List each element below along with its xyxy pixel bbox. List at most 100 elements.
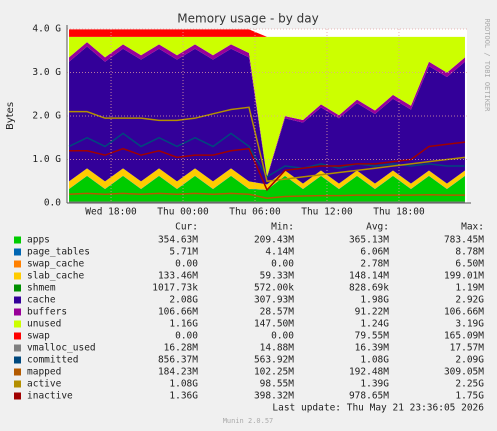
area (69, 42, 465, 178)
legend-stat: 59.33M (260, 271, 295, 282)
legend-stat: 192.48M (349, 367, 389, 378)
stat-header: Avg: (366, 222, 389, 233)
x-tick-label: Thu 00:00 (157, 207, 209, 218)
y-tick-label: 1.0 G (32, 154, 61, 165)
legend-swatch (14, 296, 21, 304)
x-tick-label: Thu 18:00 (373, 207, 425, 218)
area (69, 46, 465, 185)
legend-label: swap_cache (27, 259, 84, 270)
legend-stat: 2.09G (455, 355, 484, 366)
legend-label: shmem (27, 283, 56, 294)
y-tick-label: 4.0 G (32, 24, 61, 35)
legend-label: buffers (27, 307, 67, 318)
legend-stat: 165.09M (444, 331, 484, 342)
legend-stat: 0.00 (271, 331, 294, 342)
legend-label: cache (27, 295, 56, 306)
y-tick-label: 2.0 G (32, 111, 61, 122)
legend-stat: 209.43M (254, 235, 294, 246)
side-label: RRDTOOL / TOBI OETIKER (483, 19, 491, 113)
legend-swatch (14, 260, 21, 268)
legend-stat: 8.78M (455, 247, 484, 258)
x-tick-label: Thu 06:00 (229, 207, 281, 218)
last-update: Last update: Thu May 21 23:36:05 2026 (272, 403, 484, 414)
legend-label: page_tables (27, 247, 90, 258)
legend-stat: 309.05M (444, 367, 484, 378)
legend-label: unused (27, 319, 61, 330)
legend-label: apps (27, 235, 50, 246)
legend-stat: 398.32M (254, 391, 294, 402)
legend-stat: 199.01M (444, 271, 484, 282)
y-tick-label: 3.0 G (32, 67, 61, 78)
legend-stat: 2.25G (455, 379, 484, 390)
legend-stat: 102.25M (254, 367, 294, 378)
stat-header: Min: (271, 222, 294, 233)
y-axis-label: Bytes (5, 102, 16, 130)
legend-stat: 147.50M (254, 319, 294, 330)
legend-stat: 6.06M (360, 247, 389, 258)
legend-stat: 148.14M (349, 271, 389, 282)
legend-label: vmalloc_used (27, 343, 96, 354)
legend-swatch (14, 284, 21, 292)
y-tick-label: 0.0 (44, 198, 61, 209)
legend-stat: 2.78M (360, 259, 389, 270)
legend-stat: 184.23M (158, 367, 198, 378)
x-tick-label: Wed 18:00 (85, 207, 137, 218)
x-tick-label: Thu 12:00 (301, 207, 353, 218)
legend-label: swap (27, 331, 50, 342)
line (69, 141, 466, 192)
legend-label: slab_cache (27, 271, 84, 282)
legend-swatch (14, 344, 21, 352)
chart-title: Memory usage - by day (177, 12, 318, 26)
footer: Munin 2.0.57 (223, 417, 274, 425)
legend-stat: 1.19M (455, 283, 484, 294)
legend-stat: 783.45M (444, 235, 484, 246)
legend-stat: 28.57M (260, 307, 295, 318)
area (69, 36, 465, 177)
legend-swatch (14, 272, 21, 280)
legend-stat: 1.24G (360, 319, 389, 330)
line (69, 106, 466, 183)
legend-swatch (14, 236, 21, 244)
legend-stat: 4.14M (265, 247, 294, 258)
legend-stat: 2.08G (169, 295, 198, 306)
legend-swatch (14, 320, 21, 328)
stat-header: Max: (461, 222, 484, 233)
legend-stat: 17.57M (450, 343, 485, 354)
legend-stat: 1017.73k (152, 283, 198, 294)
area (69, 176, 465, 203)
legend-stat: 0.00 (175, 259, 198, 270)
legend-stat: 563.92M (254, 355, 294, 366)
legend-stat: 91.22M (355, 307, 390, 318)
legend-stat: 14.88M (260, 343, 295, 354)
legend-stat: 106.66M (444, 307, 484, 318)
legend-label: committed (27, 355, 78, 366)
legend-swatch (14, 380, 21, 388)
legend-label: inactive (27, 391, 73, 402)
area (69, 168, 465, 190)
legend-stat: 98.55M (260, 379, 295, 390)
legend-stat: 3.19G (455, 319, 484, 330)
legend-swatch (14, 356, 21, 364)
legend-stat: 6.50M (455, 259, 484, 270)
legend-swatch (14, 248, 21, 256)
legend-stat: 1.08G (360, 355, 389, 366)
legend-stat: 354.63M (158, 235, 198, 246)
legend-stat: 16.28M (164, 343, 199, 354)
legend-stat: 828.69k (349, 283, 389, 294)
legend-stat: 572.00k (254, 283, 294, 294)
legend-stat: 1.75G (455, 391, 484, 402)
legend-stat: 106.66M (158, 307, 198, 318)
stat-header: Cur: (175, 222, 198, 233)
legend-stat: 16.39M (355, 343, 390, 354)
legend-stat: 1.39G (360, 379, 389, 390)
legend-stat: 0.00 (175, 331, 198, 342)
legend-stat: 5.71M (169, 247, 198, 258)
legend-stat: 79.55M (355, 331, 390, 342)
legend-swatch (14, 308, 21, 316)
legend-stat: 365.13M (349, 235, 389, 246)
legend-stat: 0.00 (271, 259, 294, 270)
line (69, 192, 465, 199)
legend-label: mapped (27, 367, 61, 378)
